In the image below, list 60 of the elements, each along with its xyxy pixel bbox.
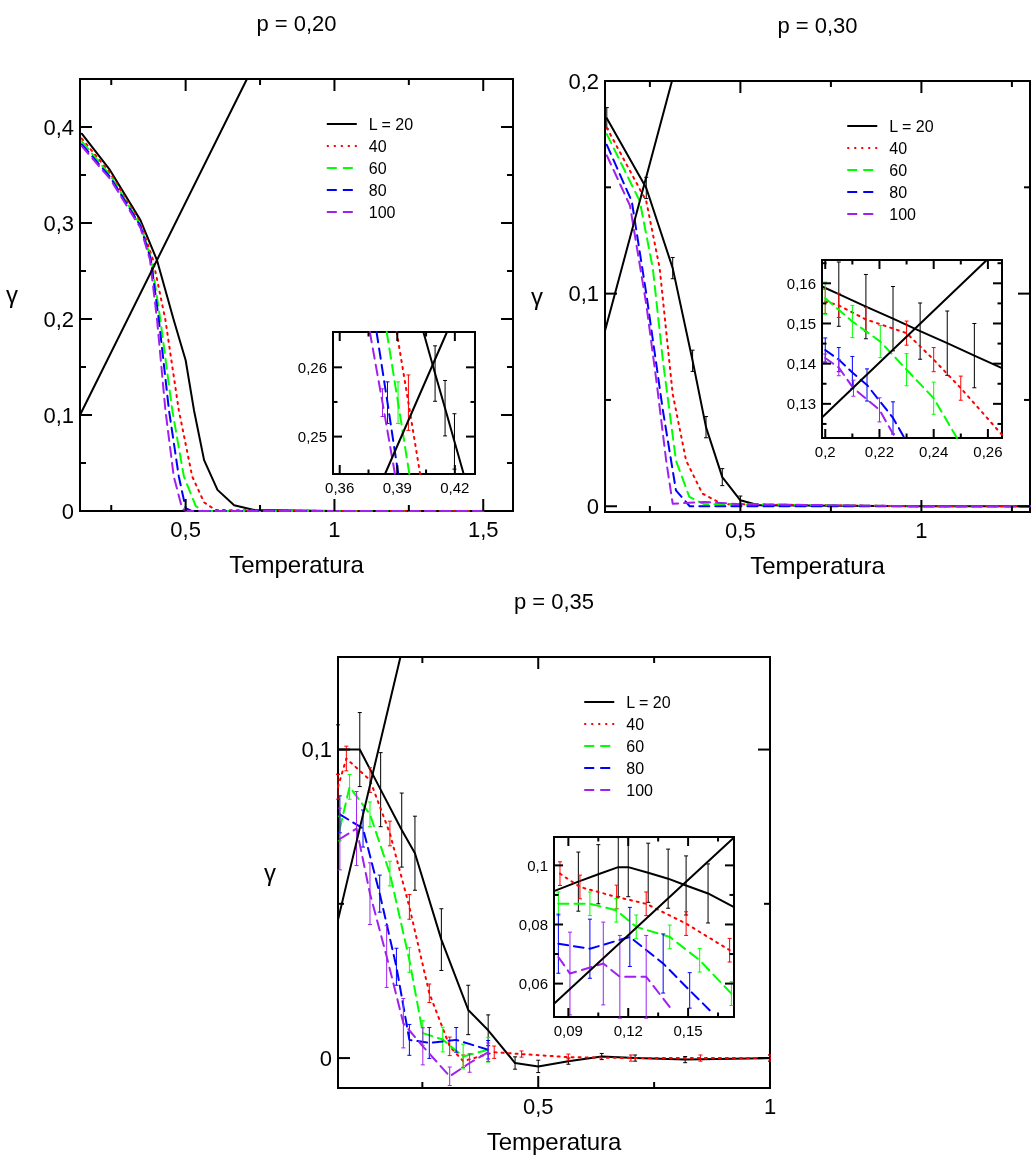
x-tick-label: 1,5 [467,517,499,542]
x-tick-label: 0,42 [440,479,470,496]
x-tick-label: 0,2 [814,443,836,460]
legend-label: 100 [368,203,396,221]
legend-label: 40 [626,715,645,733]
legend-label: 60 [368,159,387,177]
x-tick-label: 0,12 [613,1022,643,1039]
y-axis-title: γ [264,858,276,886]
x-tick-label: 0,39 [382,479,412,496]
legend-label: 60 [889,161,908,179]
y-tick-label: 0,13 [786,395,816,413]
legend-label: L = 20 [626,693,671,711]
x-axis-title: Temperatura [486,1128,623,1155]
y-tick-label: 0,1 [568,281,599,307]
y-tick-label: 0,14 [786,354,816,372]
y-tick-label: 0,2 [568,68,599,94]
chart-title: p = 0,30 [777,13,858,38]
x-axis-title: Temperatura [750,552,886,579]
legend-label: 80 [889,183,908,201]
y-tick-label: 0,26 [297,358,327,376]
x-tick-label: 0,22 [864,443,895,460]
legend-label: 60 [626,737,645,755]
y-tick-label: 0,08 [518,915,548,933]
x-tick-label: 0,5 [725,518,756,543]
y-tick-label: 0 [61,498,74,524]
y-tick-label: 0,16 [786,274,816,292]
y-tick-label: 0 [319,1045,332,1071]
x-tick-label: 0,36 [325,479,355,496]
y-tick-label: 0,06 [518,974,548,992]
x-tick-label: 0,5 [522,1094,554,1119]
x-tick-label: 0,24 [919,443,949,460]
y-tick-label: 0,15 [786,314,816,332]
y-tick-label: 0 [586,493,599,519]
y-tick-label: 0,4 [43,114,74,140]
chart-title: p = 0,35 [513,589,595,614]
legend-label: 100 [889,205,917,223]
legend-label: 40 [368,137,387,155]
y-tick-label: 0,3 [43,210,74,236]
y-axis-title: γ [6,281,18,309]
legend-label: L = 20 [368,115,414,133]
y-tick-label: 0,25 [297,427,327,445]
y-tick-label: 0,2 [43,306,74,332]
x-tick-label: 0,5 [170,517,201,542]
y-tick-label: 0,1 [43,402,74,428]
x-tick-label: 1 [915,518,928,543]
x-axis-title: Temperatura [229,551,365,578]
x-tick-label: 0,15 [673,1022,703,1039]
x-tick-label: 1 [763,1094,777,1119]
x-tick-label: 0,09 [553,1022,583,1039]
y-tick-label: 0,1 [527,856,548,874]
y-tick-label: 0,1 [301,737,332,763]
x-tick-label: 1 [328,517,341,542]
y-axis-title: γ [531,282,543,310]
legend-label: 40 [889,139,908,157]
legend-label: 100 [626,781,654,799]
legend-label: L = 20 [889,117,934,135]
chart-title: p = 0,20 [256,11,337,36]
x-tick-label: 0,26 [973,443,1003,460]
legend-label: 80 [626,759,645,777]
legend-label: 80 [368,181,387,199]
